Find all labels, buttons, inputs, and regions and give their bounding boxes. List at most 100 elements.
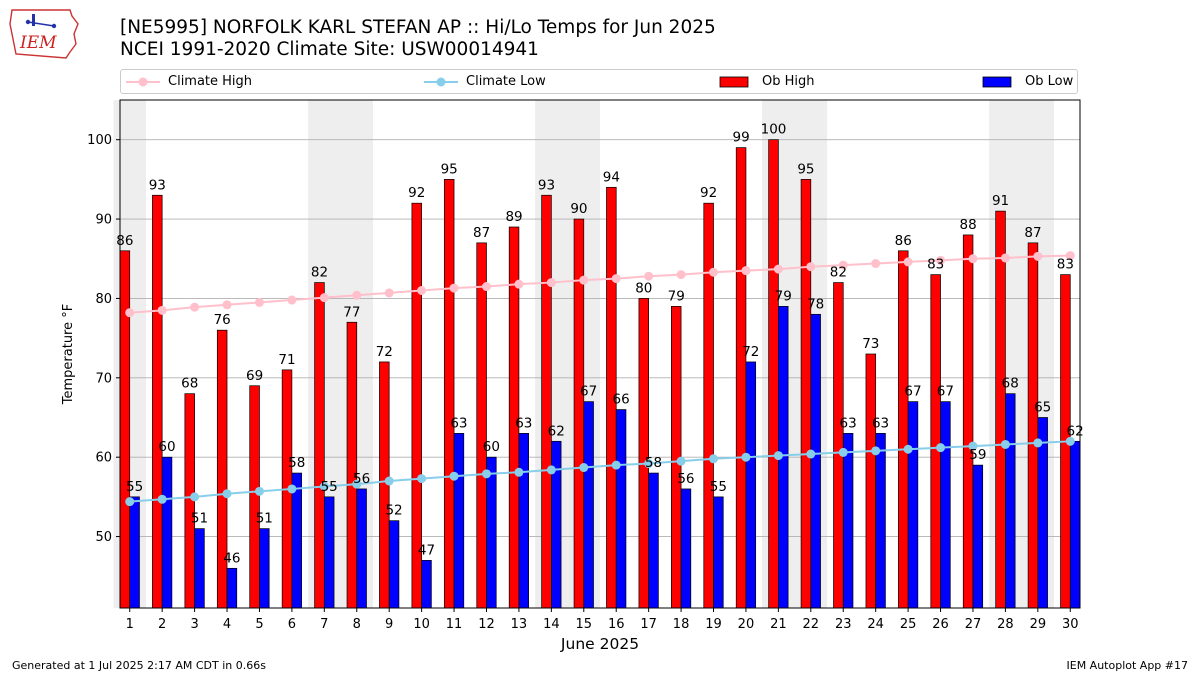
- climate-high-point: [903, 257, 913, 267]
- ob-low-label: 60: [483, 439, 500, 455]
- x-axis-label: June 2025: [560, 635, 639, 653]
- ob-low-label: 56: [677, 471, 694, 487]
- x-tick-label: 16: [608, 617, 625, 632]
- climate-high-point: [871, 259, 881, 269]
- climate-high-point: [968, 254, 978, 264]
- ob-high-bar: [898, 250, 909, 609]
- ob-low-label: 47: [418, 542, 435, 558]
- ob-high-label: 91: [992, 193, 1009, 209]
- y-tick-label: 100: [87, 133, 112, 148]
- x-tick-label: 10: [413, 617, 430, 632]
- climate-low-point: [1000, 439, 1010, 449]
- ob-low-label: 52: [385, 503, 402, 519]
- ob-low-bar: [680, 488, 692, 609]
- climate-low-point: [125, 497, 135, 507]
- ob-low-label: 55: [126, 479, 143, 495]
- ob-high-label: 95: [441, 161, 458, 177]
- ob-low-bar: [1069, 440, 1081, 609]
- ob-high-label: 92: [408, 185, 425, 201]
- climate-high-point: [449, 283, 459, 293]
- ob-low-bar: [161, 456, 173, 609]
- ob-low-label: 68: [1002, 376, 1019, 392]
- x-tick-label: 8: [353, 617, 361, 632]
- climate-high-point: [287, 295, 297, 305]
- climate-low-point: [903, 444, 913, 454]
- chart-title: [NE5995] NORFOLK KARL STEFAN AP :: Hi/Lo…: [120, 17, 716, 38]
- ob-high-label: 95: [797, 161, 814, 177]
- ob-high-bar: [119, 250, 131, 609]
- x-tick-label: 30: [1062, 617, 1079, 632]
- ob-low-label: 60: [158, 439, 175, 455]
- ob-high-label: 68: [181, 376, 198, 392]
- ob-high-bar: [638, 298, 649, 609]
- ob-high-label: 88: [960, 217, 977, 233]
- climate-low-point: [709, 454, 719, 464]
- ob-high-bar: [962, 234, 974, 609]
- x-tick-label: 28: [997, 617, 1014, 632]
- climate-low-line: [129, 440, 1071, 503]
- app-credit: IEM Autoplot App #17: [1066, 659, 1189, 672]
- ob-high-bar: [476, 242, 487, 609]
- ob-high-bar: [249, 385, 260, 609]
- climate-high-point: [676, 270, 686, 280]
- legend-label: Climate Low: [466, 74, 546, 89]
- x-tick-label: 13: [511, 617, 528, 632]
- ob-low-label: 67: [937, 384, 954, 400]
- ob-low-label: 66: [612, 392, 629, 408]
- climate-low-point: [968, 441, 978, 451]
- climate-low-point: [1065, 436, 1075, 446]
- ob-high-label: 90: [570, 201, 587, 217]
- ob-high-label: 77: [343, 304, 360, 320]
- climate-low-point: [157, 494, 167, 504]
- ob-low-bar: [129, 496, 140, 609]
- climate-low-point: [319, 482, 329, 492]
- ob-high-label: 99: [732, 130, 749, 146]
- ob-low-bar: [1005, 393, 1016, 609]
- ob-high-label: 83: [1057, 257, 1074, 273]
- ob-low-bar: [972, 464, 984, 609]
- climate-high-point: [514, 279, 524, 289]
- climate-low-point: [222, 489, 232, 499]
- ob-low-bar: [486, 456, 497, 609]
- x-tick-label: 1: [126, 617, 134, 632]
- ob-high-bar: [768, 139, 779, 609]
- ob-high-label: 100: [761, 122, 787, 138]
- climate-low-point: [449, 471, 459, 481]
- x-tick-label: 11: [446, 617, 463, 632]
- climate-low-point: [287, 484, 297, 494]
- ob-high-bar: [1027, 242, 1039, 609]
- climate-low-point: [417, 474, 427, 484]
- climate-high-point: [254, 297, 264, 307]
- ob-low-bar: [583, 401, 594, 609]
- x-tick-label: 15: [576, 617, 593, 632]
- ob-high-label: 82: [311, 265, 328, 281]
- climate-high-point: [1000, 253, 1010, 263]
- ob-low-bar: [940, 401, 951, 609]
- ob-high-bar: [735, 147, 747, 609]
- climate-low-point: [676, 456, 686, 466]
- legend-label: Climate High: [168, 74, 253, 89]
- x-tick-label: 20: [738, 617, 755, 632]
- ob-low-bar: [745, 361, 757, 609]
- ob-low-bar: [421, 560, 432, 609]
- ob-high-bar: [346, 321, 358, 609]
- x-tick-label: 12: [478, 617, 495, 632]
- x-tick-label: 7: [320, 617, 328, 632]
- y-axis-label: Temperature °F: [61, 304, 76, 405]
- ob-low-bar: [259, 528, 270, 609]
- climate-high-point: [644, 271, 654, 281]
- ob-low-label: 55: [321, 479, 338, 495]
- ob-high-bar: [216, 329, 228, 609]
- climate-low-point: [741, 452, 751, 462]
- generated-timestamp: Generated at 1 Jul 2025 2:17 AM CDT in 0…: [12, 659, 266, 672]
- x-tick-label: 4: [223, 617, 231, 632]
- y-tick-label: 60: [95, 451, 112, 466]
- climate-low-point: [936, 443, 946, 453]
- plot-frame: [119, 99, 1081, 609]
- ob-high-label: 69: [246, 368, 263, 384]
- ob-low-label: 63: [450, 415, 467, 431]
- ob-high-label: 93: [538, 177, 555, 193]
- ob-low-label: 58: [645, 455, 662, 471]
- ob-low-bar: [194, 528, 205, 609]
- x-tick-label: 19: [705, 617, 722, 632]
